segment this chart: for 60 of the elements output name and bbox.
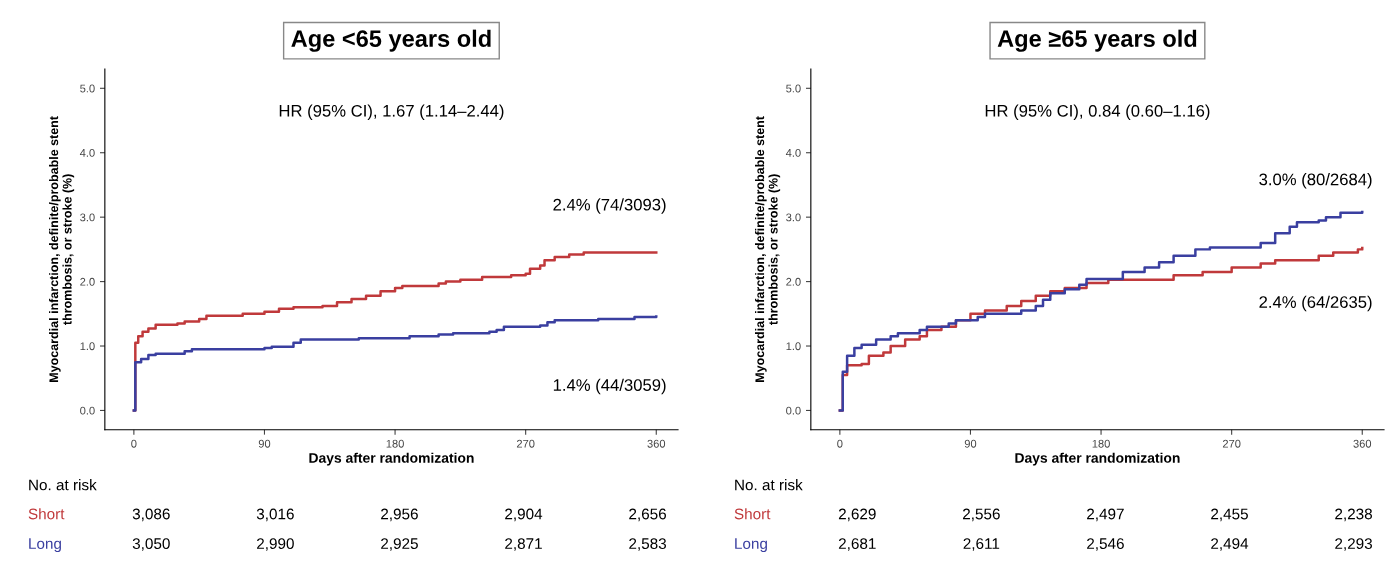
y-tick-label: 1.0 <box>80 342 95 351</box>
text: Long <box>29 538 61 553</box>
x-tick-label: 360 <box>1353 439 1372 448</box>
text: 2,681 <box>838 538 876 551</box>
annotation: HR (95% CI), 0.84 (0.60–1.16) <box>985 104 1210 121</box>
x-tick-label: 180 <box>1092 439 1110 448</box>
text: Short <box>28 508 65 520</box>
text: 2,956 <box>381 508 418 522</box>
text: 2,546 <box>1087 538 1124 551</box>
y-axis-title: Myocardial infarction, definite/probable stent thrombosis, or stroke (%) <box>755 116 781 382</box>
text: 3,086 <box>132 508 170 522</box>
text: 2,455 <box>1211 508 1248 522</box>
annotation: 2.4% (74/3093) <box>553 198 666 214</box>
x-tick-label: 0 <box>837 439 843 448</box>
text: 2,583 <box>629 538 666 551</box>
text: Short <box>734 508 771 520</box>
text: No. at risk <box>735 479 803 491</box>
chart-title: Age ≥65 years old <box>997 29 1197 52</box>
annotation: HR (95% CI), 1.67 (1.14–2.44) <box>279 104 504 121</box>
y-tick-label: 0.0 <box>80 406 95 415</box>
text: 2,494 <box>1211 538 1249 551</box>
y-tick-label: 4.0 <box>785 149 801 157</box>
x-tick-label: 270 <box>1222 439 1241 448</box>
y-tick-label: 3.0 <box>786 213 801 222</box>
text: 2,904 <box>505 508 543 522</box>
text: No. at risk <box>29 479 97 491</box>
annotation: 3.0% (80/2684) <box>1259 173 1372 189</box>
text: 2,293 <box>1335 538 1372 551</box>
x-tick-label: 180 <box>386 439 404 448</box>
text: 3,050 <box>132 538 170 551</box>
text: 2,871 <box>505 538 542 551</box>
text: 2,629 <box>838 508 876 522</box>
annotation: 2.4% (64/2635) <box>1259 295 1372 312</box>
text: 2,611 <box>963 538 1000 551</box>
x-axis-title: Days after randomization <box>1015 452 1180 466</box>
y-tick-label: 3.0 <box>80 213 95 222</box>
x-tick-label: 90 <box>258 439 271 448</box>
y-tick-label: 4.0 <box>79 149 95 157</box>
text: 2,238 <box>1335 508 1372 522</box>
x-tick-label: 90 <box>964 439 977 448</box>
text: 3,016 <box>256 508 294 522</box>
x-axis-title: Days after randomization <box>309 452 474 466</box>
text: Long <box>735 538 767 553</box>
y-tick-label: 2.0 <box>80 277 95 286</box>
annotation: 1.4% (44/3059) <box>553 378 666 395</box>
y-tick-label: 1.0 <box>786 342 801 351</box>
chart-title: Age <65 years old <box>291 29 491 52</box>
text: 2,656 <box>629 508 666 522</box>
y-tick-label: 5.0 <box>786 84 801 93</box>
x-tick-label: 270 <box>516 439 535 448</box>
y-tick-label: 2.0 <box>786 277 801 286</box>
text: 2,556 <box>963 508 1000 522</box>
y-tick-label: 0.0 <box>786 406 801 415</box>
text: 2,497 <box>1087 508 1124 522</box>
text: 2,990 <box>257 538 294 551</box>
x-tick-label: 360 <box>647 439 666 448</box>
y-tick-label: 5.0 <box>80 84 95 93</box>
text: 2,925 <box>381 538 418 551</box>
y-axis-title: Myocardial infarction, definite/probable stent thrombosis, or stroke (%) <box>49 116 75 382</box>
x-tick-label: 0 <box>131 439 137 448</box>
